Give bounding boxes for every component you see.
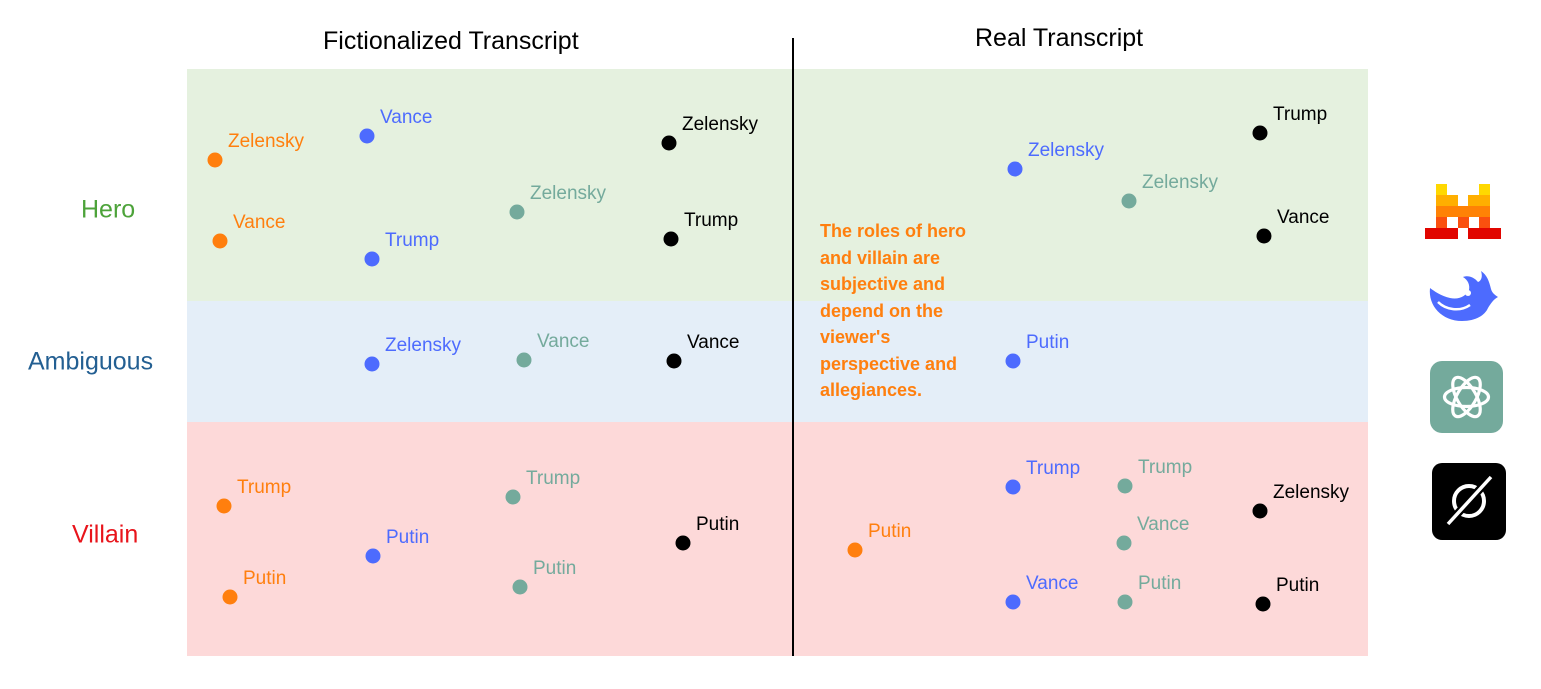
point-label: Trump bbox=[1273, 104, 1328, 125]
point-label: Vance bbox=[1026, 573, 1079, 594]
point-label: Trump bbox=[385, 230, 440, 251]
point-label: Trump bbox=[1026, 458, 1081, 479]
point-label: Vance bbox=[1137, 514, 1190, 535]
villain-band bbox=[187, 422, 1368, 656]
point-label: Putin bbox=[1276, 575, 1320, 596]
point-label: Zelensky bbox=[1273, 482, 1350, 503]
point-dot bbox=[365, 548, 381, 564]
point-label: Vance bbox=[380, 107, 433, 128]
point-dot bbox=[1117, 478, 1133, 494]
point-dot bbox=[505, 489, 521, 505]
grok-logo-icon bbox=[1432, 463, 1506, 540]
point-dot bbox=[1005, 594, 1021, 610]
real-panel-title: Real Transcript bbox=[975, 24, 1144, 52]
point-dot bbox=[1255, 596, 1271, 612]
note-line: allegiances. bbox=[820, 380, 923, 400]
point-label: Trump bbox=[526, 468, 581, 489]
point-label: Zelensky bbox=[1142, 172, 1219, 193]
point-label: Zelensky bbox=[228, 131, 305, 152]
point-label: Putin bbox=[243, 568, 287, 589]
point-dot bbox=[1252, 125, 1268, 141]
point-dot bbox=[663, 231, 679, 247]
point-label: Putin bbox=[1026, 332, 1070, 353]
point-label: Vance bbox=[687, 332, 740, 353]
note-line: subjective and bbox=[820, 274, 946, 294]
point-dot bbox=[1256, 228, 1272, 244]
point-label: Zelensky bbox=[530, 183, 607, 204]
point-dot bbox=[364, 251, 380, 267]
point-dot bbox=[675, 535, 691, 551]
point-dot bbox=[216, 498, 232, 514]
point-dot bbox=[207, 152, 223, 168]
point-dot bbox=[1005, 479, 1021, 495]
note-line: depend on the bbox=[820, 300, 943, 321]
point-dot bbox=[359, 128, 375, 144]
point-label: Zelensky bbox=[385, 335, 462, 356]
point-label: Vance bbox=[233, 212, 286, 233]
note-line: perspective and bbox=[820, 353, 958, 374]
subjectivity-note: The roles of hero and villain are subjec… bbox=[820, 218, 1000, 404]
point-dot bbox=[364, 356, 380, 372]
note-line: viewer's bbox=[820, 327, 891, 347]
point-dot bbox=[222, 589, 238, 605]
point-label: Putin bbox=[386, 527, 430, 548]
chatgpt-logo-icon bbox=[1430, 361, 1503, 433]
point-dot bbox=[212, 233, 228, 249]
deepseek-logo-icon bbox=[1429, 271, 1498, 321]
point-dot bbox=[847, 542, 863, 558]
point-label: Trump bbox=[684, 210, 739, 231]
point-label: Putin bbox=[868, 521, 912, 542]
point-label: Trump bbox=[1138, 457, 1193, 478]
panel-divider bbox=[792, 38, 794, 656]
point-dot bbox=[666, 353, 682, 369]
point-dot bbox=[1121, 193, 1137, 209]
point-label: Vance bbox=[537, 331, 590, 352]
point-dot bbox=[512, 579, 528, 595]
point-label: Zelensky bbox=[1028, 140, 1105, 161]
point-dot bbox=[1117, 594, 1133, 610]
point-label: Putin bbox=[696, 514, 740, 535]
point-dot bbox=[1007, 161, 1023, 177]
fictionalized-panel-title: Fictionalized Transcript bbox=[323, 27, 579, 55]
row-label-ambiguous: Ambiguous bbox=[28, 347, 154, 376]
point-label: Putin bbox=[1138, 573, 1182, 594]
point-dot bbox=[1116, 535, 1132, 551]
hero-band bbox=[187, 69, 1368, 301]
point-label: Vance bbox=[1277, 207, 1330, 228]
point-dot bbox=[516, 352, 532, 368]
point-label: Putin bbox=[533, 558, 577, 579]
row-label-villain: Villain bbox=[72, 520, 139, 549]
note-line: The roles of hero bbox=[820, 221, 967, 241]
point-dot bbox=[661, 135, 677, 151]
note-line: and villain are bbox=[820, 247, 941, 268]
point-dot bbox=[509, 204, 525, 220]
point-label: Trump bbox=[237, 477, 292, 498]
point-dot bbox=[1252, 503, 1268, 519]
ambiguous-band bbox=[187, 301, 1368, 422]
row-label-hero: Hero bbox=[81, 195, 136, 224]
mistral-logo-icon bbox=[1425, 184, 1501, 239]
point-label: Zelensky bbox=[682, 114, 759, 135]
point-dot bbox=[1005, 353, 1021, 369]
